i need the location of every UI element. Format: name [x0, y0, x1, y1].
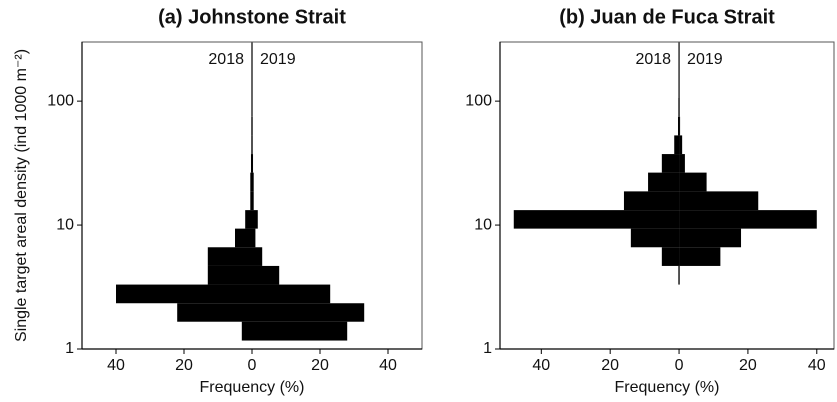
- x-tick-label: 20: [311, 357, 329, 374]
- x-tick-label: 40: [808, 357, 826, 374]
- x-tick-label: 40: [379, 357, 397, 374]
- bar: [679, 247, 721, 266]
- x-tick-label: 20: [175, 357, 193, 374]
- bar: [678, 116, 680, 136]
- bar: [207, 265, 252, 285]
- bar: [679, 172, 707, 192]
- bar: [674, 135, 680, 155]
- bar: [252, 321, 348, 341]
- x-tick-label: 20: [739, 357, 757, 374]
- bar: [648, 172, 680, 192]
- x-axis-label: Frequency (%): [615, 379, 720, 396]
- bar: [252, 210, 258, 229]
- x-axis-label: Frequency (%): [200, 379, 305, 396]
- bar: [661, 154, 680, 173]
- bar: [679, 265, 680, 285]
- bar: [252, 303, 365, 322]
- series-label: 2019: [260, 51, 296, 68]
- y-tick-label: 1: [65, 340, 74, 357]
- bar: [630, 228, 680, 248]
- bar: [251, 135, 252, 155]
- x-tick-label: 0: [248, 357, 257, 374]
- panel-title: (a) Johnstone Strait: [158, 6, 346, 28]
- y-tick-label: 1: [483, 340, 492, 357]
- bar: [207, 247, 252, 266]
- bar: [679, 191, 759, 211]
- bar: [245, 210, 252, 229]
- y-tick-label: 10: [474, 216, 492, 233]
- bar: [116, 284, 252, 304]
- bar: [252, 135, 253, 155]
- bar: [661, 247, 680, 266]
- bar: [679, 228, 742, 248]
- x-tick-label: 20: [601, 357, 619, 374]
- bar: [679, 135, 683, 155]
- series-label: 2019: [687, 51, 723, 68]
- bar: [241, 321, 252, 341]
- x-tick-label: 40: [532, 357, 550, 374]
- bar: [250, 172, 252, 192]
- x-tick-label: 0: [675, 357, 684, 374]
- bar: [679, 97, 680, 117]
- bar: [252, 265, 280, 285]
- bar: [679, 116, 681, 136]
- bar: [252, 284, 331, 304]
- bar: [623, 191, 680, 211]
- y-axis-label: Single target areal density (ind 1000 m⁻…: [13, 49, 30, 342]
- bar: [252, 247, 263, 266]
- bar: [679, 210, 817, 229]
- bar: [252, 228, 256, 248]
- bar: [252, 154, 254, 173]
- bar: [678, 265, 680, 285]
- y-tick-label: 100: [47, 92, 74, 109]
- bar: [177, 303, 252, 322]
- bar: [252, 172, 254, 192]
- y-tick-label: 10: [56, 216, 74, 233]
- bar: [250, 191, 252, 211]
- series-label: 2018: [635, 51, 671, 68]
- series-label: 2018: [208, 51, 244, 68]
- bar: [251, 116, 252, 136]
- bar: [513, 210, 680, 229]
- bar: [252, 191, 254, 211]
- bar: [252, 116, 253, 136]
- y-tick-label: 100: [465, 92, 492, 109]
- bar: [235, 228, 252, 248]
- x-tick-label: 40: [107, 357, 125, 374]
- panel-title: (b) Juan de Fuca Strait: [559, 6, 775, 28]
- bar: [678, 97, 680, 117]
- bar: [250, 154, 252, 173]
- bar: [679, 154, 685, 173]
